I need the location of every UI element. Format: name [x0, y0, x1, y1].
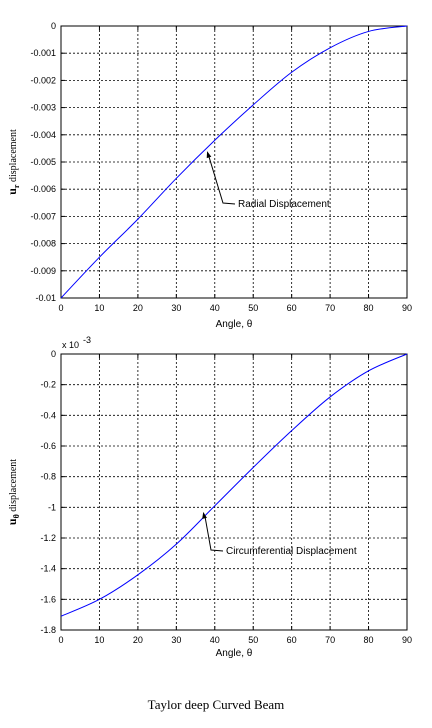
- y-exponent-power: -3: [83, 335, 91, 345]
- x-tick-label: 10: [94, 303, 104, 313]
- y-tick-label: -0.003: [30, 103, 56, 113]
- annotation-arrowhead: [202, 511, 207, 519]
- chart-1: 0 10 20 30 40 50 60 70 80 90 0 -0.001 -0.002 -0.003 -0…: [5, 21, 412, 330]
- y-tick-label: -0.008: [30, 239, 56, 249]
- y-tick-label: -0.2: [40, 380, 56, 390]
- y-tick-label: -0.007: [30, 211, 56, 221]
- y-tick-label: -0.001: [30, 48, 56, 58]
- y-axis-label: uθ displacement: [5, 459, 21, 525]
- y-tick-label: -0.8: [40, 472, 56, 482]
- x-tick-label: 0: [58, 635, 63, 645]
- annotation-label: Circumferential Displacement: [226, 546, 357, 557]
- x-tick-label: 40: [210, 635, 220, 645]
- y-axis-label: ur displacement: [5, 129, 21, 195]
- figure-caption: Taylor deep Curved Beam: [147, 697, 285, 712]
- x-tick-label: 40: [210, 303, 220, 313]
- x-tick-label: 20: [133, 635, 143, 645]
- plot-area: [61, 354, 407, 630]
- x-tick-label: 70: [325, 303, 335, 313]
- x-tick-label: 30: [171, 635, 181, 645]
- x-tick-label: 20: [133, 303, 143, 313]
- annotation-arrowhead: [206, 151, 212, 159]
- y-tick-label: 0: [51, 21, 56, 31]
- y-tick-label: -0.006: [30, 184, 56, 194]
- annotation-label: Radial Displacement: [238, 199, 330, 210]
- x-tick-label: 0: [58, 303, 63, 313]
- y-tick-label: -1.2: [40, 533, 56, 543]
- x-tick-label: 80: [364, 303, 374, 313]
- axes-frame: [60, 353, 408, 631]
- x-axis-label: Angle, θ: [216, 319, 253, 330]
- y-tick-label: -0.4: [40, 410, 56, 420]
- series-line: [60, 25, 408, 299]
- chart-2: 0 10 20 30 40 50 60 70 80 90 0 -0.2 -0.4 -0.6 -0.8 -1 -1…: [5, 335, 412, 659]
- y-tick-label: -1.6: [40, 594, 56, 604]
- y-tick-label: -0.01: [35, 293, 56, 303]
- annotation-arrow-line: [204, 517, 224, 552]
- y-tick-label: -0.002: [30, 75, 56, 85]
- x-tick-label: 50: [248, 635, 258, 645]
- y-tick-label: -0.6: [40, 441, 56, 451]
- y-tick-label: -0.004: [30, 130, 56, 140]
- annotation-arrow-line: [208, 156, 236, 205]
- y-tick-label: -0.005: [30, 157, 56, 167]
- x-tick-label: 90: [402, 635, 412, 645]
- x-tick-label: 60: [287, 635, 297, 645]
- series-line: [60, 353, 408, 617]
- x-tick-label: 50: [248, 303, 258, 313]
- y-tick-label: -1.8: [40, 625, 56, 635]
- x-tick-label: 30: [171, 303, 181, 313]
- x-tick-label: 90: [402, 303, 412, 313]
- y-tick-label: 0: [51, 349, 56, 359]
- x-tick-label: 10: [94, 635, 104, 645]
- y-tick-label: -1: [48, 502, 56, 512]
- x-tick-label: 70: [325, 635, 335, 645]
- y-tick-label: -1.4: [40, 564, 56, 574]
- x-tick-label: 80: [364, 635, 374, 645]
- x-axis-label: Angle, θ: [216, 648, 253, 659]
- y-tick-label: -0.009: [30, 266, 56, 276]
- y-exponent-label: x 10: [62, 340, 79, 350]
- x-tick-label: 60: [287, 303, 297, 313]
